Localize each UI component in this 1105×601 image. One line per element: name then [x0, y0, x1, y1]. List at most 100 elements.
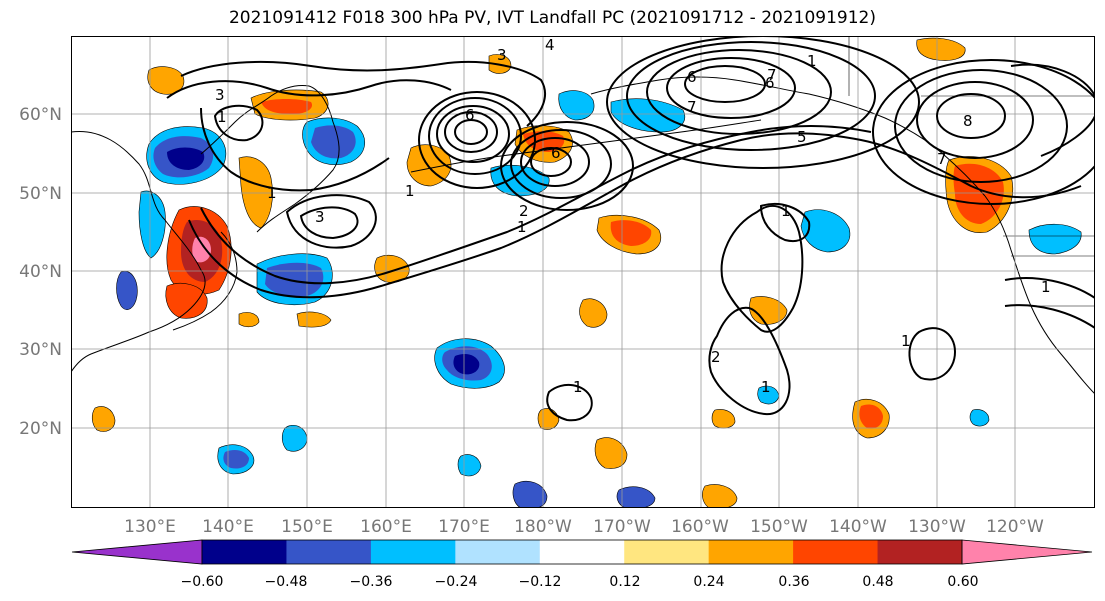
lon-label: 170°E — [438, 517, 490, 537]
contour-label: 4 — [545, 36, 555, 54]
colorbar-tick-label: 0.48 — [862, 574, 893, 590]
contour-line — [418, 91, 536, 189]
lon-label: 160°W — [671, 517, 729, 537]
contour-line — [759, 203, 811, 242]
lon-label: 170°W — [593, 517, 651, 537]
contour-label: 3 — [315, 208, 325, 226]
anomaly-region — [91, 406, 116, 432]
anomaly-region — [296, 311, 332, 328]
contour-line — [720, 205, 804, 333]
contour-label: 6 — [687, 68, 697, 86]
coastline-asia — [71, 130, 206, 373]
contour-label: 1 — [781, 202, 791, 220]
anomaly-region — [116, 270, 138, 310]
contour-line — [166, 79, 452, 99]
contour-line — [908, 327, 957, 381]
contour-label: 2 — [711, 348, 721, 366]
anomaly-region — [238, 312, 260, 328]
map-panel: 3 4 3 1 1 3 6 6 6 7 1 6 7 1 5 2 8 7 1 1 … — [71, 36, 1095, 508]
contour-label: 1 — [405, 182, 415, 200]
contour-label: 3 — [497, 46, 507, 64]
colorbar-swatch — [455, 540, 541, 564]
coastline-alaska — [590, 76, 986, 197]
colorbar-tick-label: 0.60 — [947, 574, 978, 590]
contour-line — [1004, 304, 1095, 329]
coastline-aleutians — [410, 119, 762, 173]
colorbar-tick-label: 0.36 — [778, 574, 809, 590]
contour-label: 1 — [901, 332, 911, 350]
contour-line — [684, 65, 766, 103]
contour-line — [520, 137, 590, 187]
colorbar-swatch — [286, 540, 372, 564]
contour-line — [188, 132, 1082, 299]
contour-label: 1 — [267, 184, 277, 202]
contour-line — [1004, 277, 1095, 299]
contour-label: 1 — [761, 378, 771, 396]
lat-axis: 60°N 50°N 40°N 30°N 20°N — [19, 105, 62, 439]
anomaly-region — [238, 156, 273, 229]
contour-line — [626, 41, 876, 151]
contour-line — [213, 104, 264, 142]
colorbar-frame — [201, 539, 963, 565]
colorbar-swatch — [793, 540, 879, 564]
colorbar-tick-label: −0.24 — [435, 574, 478, 590]
shaded-anomaly-layer — [91, 37, 1082, 508]
anomaly-region — [192, 236, 211, 263]
colorbar-swatch — [708, 540, 794, 564]
contour-label: 3 — [215, 86, 225, 104]
colorbar-swatch — [202, 540, 287, 564]
contour-line — [1040, 115, 1095, 157]
contour-label: 1 — [517, 218, 527, 236]
state-borders — [1003, 235, 1095, 307]
contour-line — [666, 57, 796, 119]
anomaly-region — [281, 425, 308, 452]
contour-label: 2 — [519, 202, 529, 220]
contour-line — [500, 121, 634, 211]
colorbar-tick-label: 0.24 — [693, 574, 724, 590]
anomaly-region — [916, 37, 966, 61]
colorbar-swatch — [877, 540, 963, 564]
colorbar-tick-label: −0.48 — [265, 574, 308, 590]
contour-line — [606, 36, 920, 169]
colorbar-swatch — [370, 540, 456, 564]
colorbar-swatch — [71, 539, 203, 565]
contour-line — [936, 93, 1006, 139]
contour-label: 6 — [465, 106, 475, 124]
contour-line — [180, 60, 546, 127]
contour-label: 1 — [217, 108, 227, 126]
contour-line — [916, 81, 1034, 159]
anomaly-region — [969, 409, 990, 427]
contour-line — [436, 105, 510, 163]
anomaly-region — [800, 209, 851, 253]
lon-label: 140°W — [829, 517, 887, 537]
lon-axis: 130°E 140°E 150°E 160°E 170°E 180°W 170°… — [124, 517, 1044, 537]
contour-label: 5 — [797, 128, 807, 146]
anomaly-region — [610, 220, 652, 246]
colorbar-swatches — [71, 539, 1093, 565]
anomaly-region — [579, 298, 608, 328]
lat-label: 60°N — [19, 105, 62, 125]
lon-label: 120°W — [986, 517, 1044, 537]
anomaly-region — [138, 190, 166, 259]
contour-line — [530, 147, 572, 177]
anomaly-region — [223, 450, 249, 469]
contour-label: 1 — [573, 378, 583, 396]
lon-label: 160°E — [360, 517, 412, 537]
contour-label: 7 — [767, 66, 777, 84]
colorbar: −0.60 −0.48 −0.36 −0.24 −0.12 0.12 0.24 … — [71, 539, 1093, 590]
anomaly-region — [453, 354, 480, 375]
colorbar-tick-label: 0.12 — [609, 574, 640, 590]
colorbar-swatch — [624, 540, 710, 564]
contour-line — [285, 194, 377, 249]
contour-line — [200, 125, 872, 285]
colorbar-tick-label: −0.12 — [519, 574, 562, 590]
lat-label: 40°N — [19, 262, 62, 282]
lat-label: 20°N — [19, 419, 62, 439]
lon-label: 180°W — [514, 517, 572, 537]
anomaly-region — [594, 437, 628, 469]
anomaly-region — [311, 125, 356, 159]
anomaly-region — [261, 99, 313, 114]
contour-label: 6 — [765, 74, 775, 92]
map-frame — [71, 36, 1095, 508]
contour-line — [708, 306, 791, 416]
